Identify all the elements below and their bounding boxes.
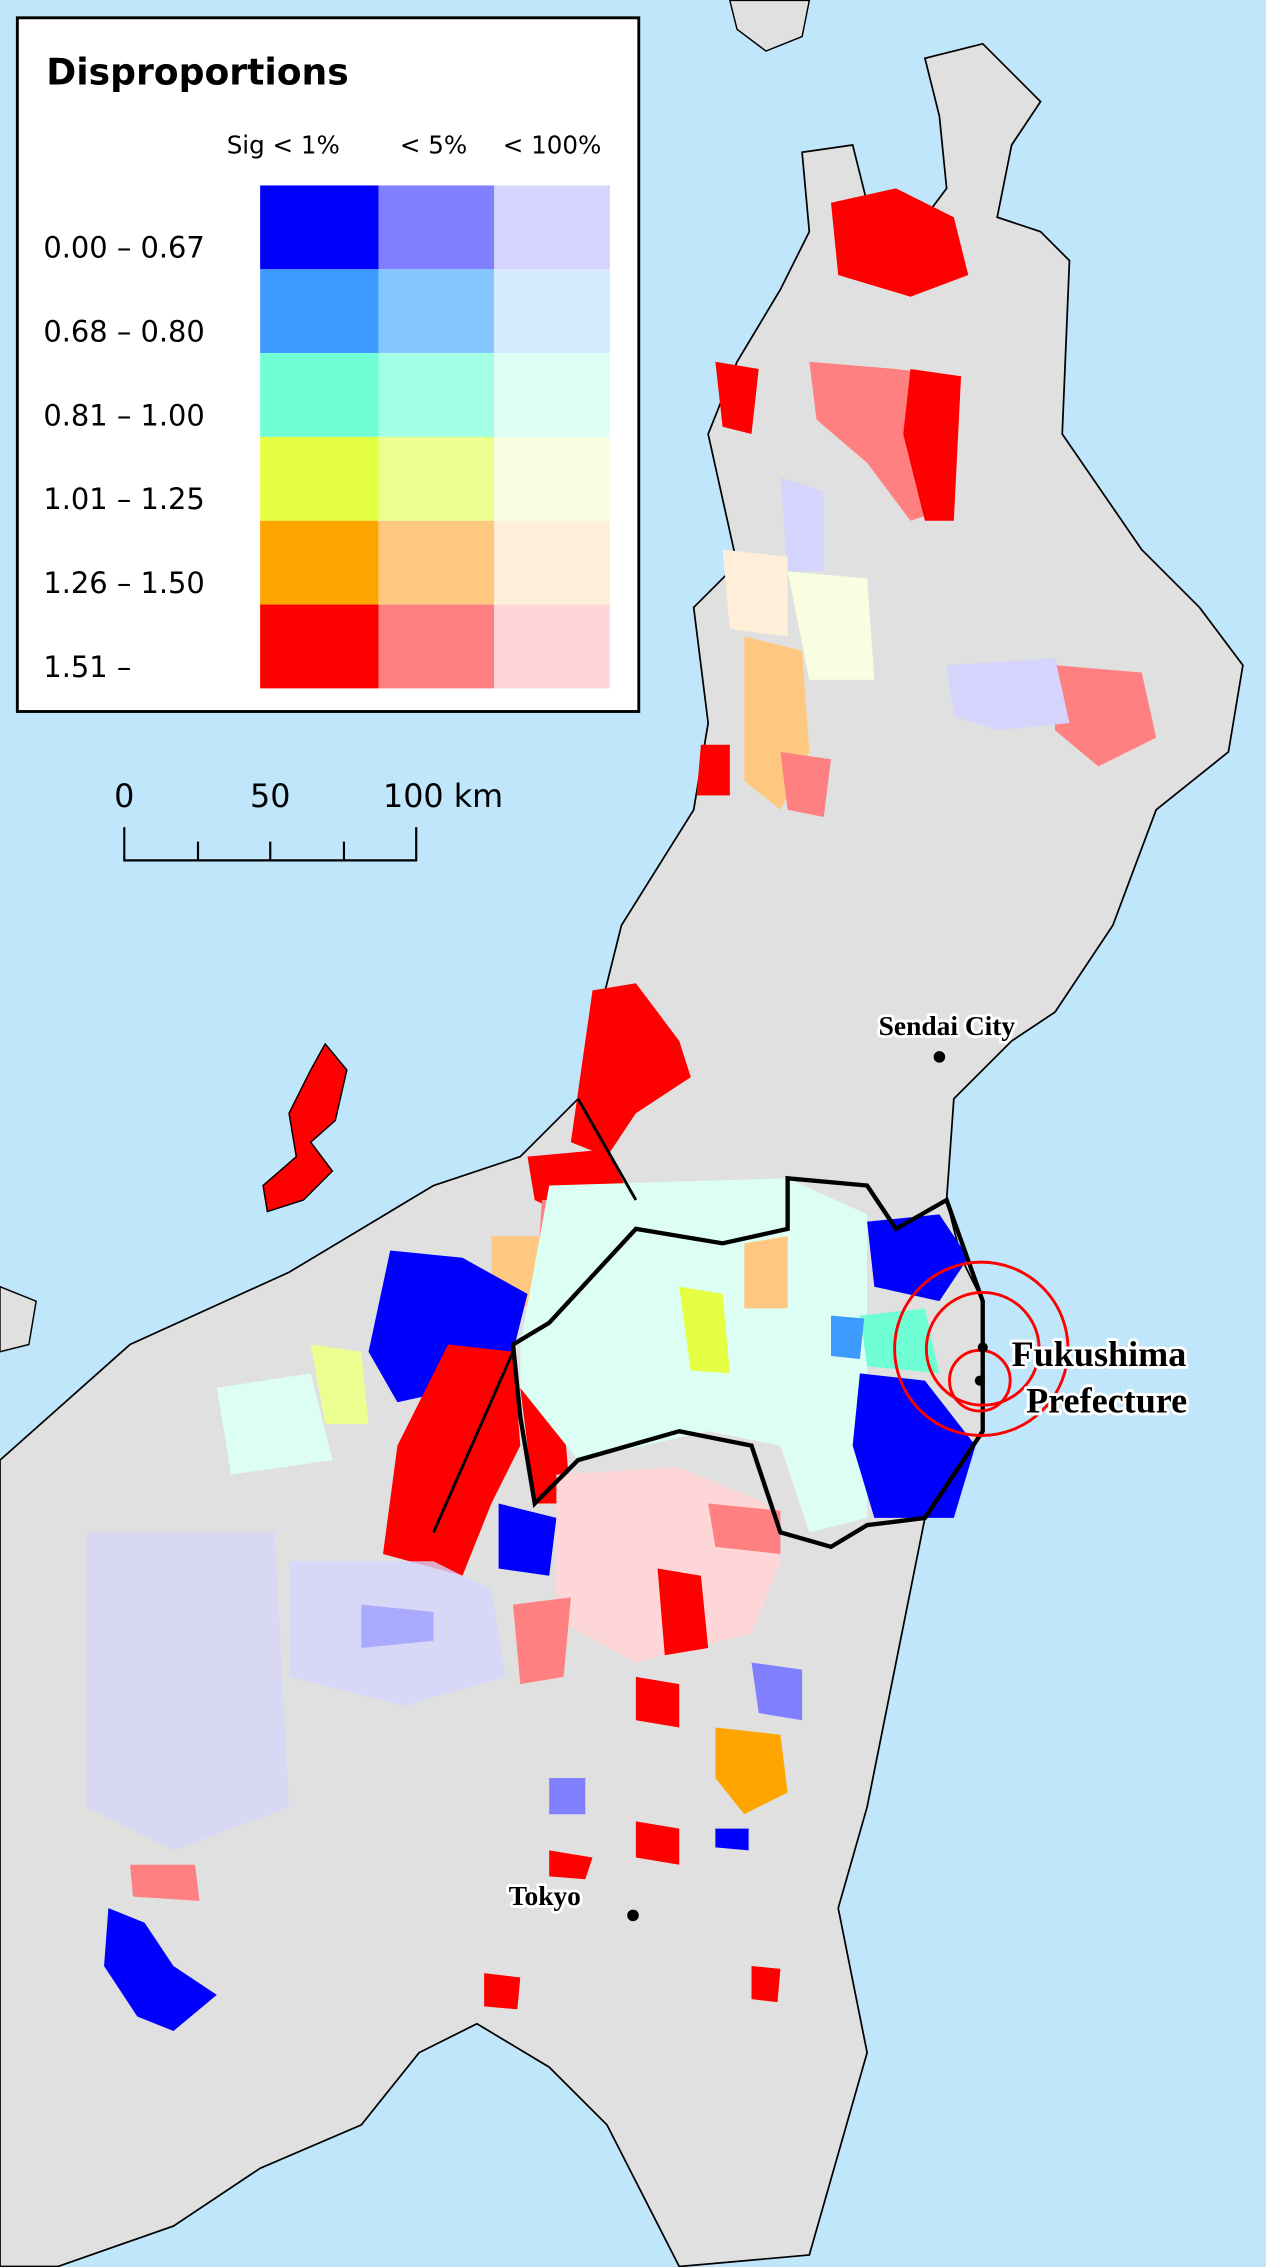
power-plant-2-dot	[974, 1375, 985, 1386]
sendai-dot	[933, 1051, 946, 1063]
legend-swatch	[260, 520, 379, 605]
legend-row-label: 1.51 –	[43, 650, 131, 684]
fukushima-label-line1: Fukushima	[1012, 1334, 1187, 1374]
legend: Disproportions Sig < 1% < 5% < 100% 0.00…	[15, 16, 641, 713]
legend-row-label: 1.26 – 1.50	[43, 566, 204, 600]
legend-col-header: Sig < 1%	[227, 131, 340, 160]
tokyo-label: Tokyo	[509, 1881, 581, 1911]
radius-circle-outer	[893, 1260, 1070, 1437]
legend-swatch	[494, 604, 610, 689]
legend-row-label: 1.01 – 1.25	[43, 482, 204, 516]
tokyo-dot	[627, 1909, 639, 1922]
legend-swatch	[260, 353, 379, 437]
fukushima-label-line2: Prefecture	[1026, 1380, 1187, 1420]
scale-bar-line	[123, 827, 418, 862]
legend-swatch	[494, 185, 610, 270]
legend-swatch	[260, 604, 379, 689]
scale-label: 0	[114, 778, 134, 815]
legend-swatch	[378, 353, 495, 437]
radius-circle-middle	[924, 1291, 1041, 1407]
legend-swatch	[378, 269, 495, 354]
small-island	[0, 1285, 37, 1353]
legend-row-label: 0.68 – 0.80	[43, 315, 204, 349]
legend-row-label: 0.81 – 1.00	[43, 398, 204, 432]
legend-swatch	[260, 269, 379, 354]
legend-col-header: < 5%	[400, 131, 467, 160]
legend-swatch	[378, 520, 495, 605]
legend-col-header: < 100%	[503, 131, 602, 160]
legend-swatch	[260, 185, 379, 270]
legend-swatch	[494, 520, 610, 605]
legend-swatch	[494, 353, 610, 437]
hokkaido-land	[728, 0, 811, 52]
legend-swatch	[494, 269, 610, 354]
fukushima-prefecture-border	[510, 1175, 985, 1550]
scale-label: 50	[250, 778, 290, 815]
scale-label: 100 km	[383, 778, 503, 815]
legend-swatch	[378, 604, 495, 689]
power-plant-1-dot	[977, 1342, 988, 1353]
legend-title: Disproportions	[46, 50, 349, 93]
scale-bar: 0 50 100 km	[114, 778, 503, 862]
legend-swatch	[260, 436, 379, 521]
sendai-label: Sendai City	[879, 1011, 1016, 1041]
legend-swatch	[494, 436, 610, 521]
sado-island	[262, 1042, 348, 1213]
legend-swatch	[378, 436, 495, 521]
municipality-regions	[86, 188, 1157, 2031]
legend-row-label: 0.00 – 0.67	[43, 231, 204, 265]
prefecture-borders	[432, 1098, 638, 1533]
legend-swatch	[378, 185, 495, 270]
